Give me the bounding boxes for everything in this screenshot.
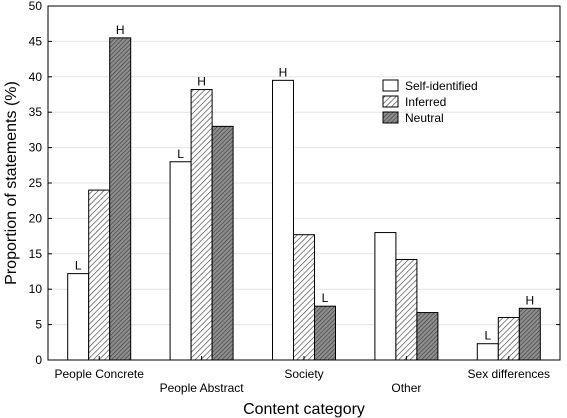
- bar-self-identified-other: [374, 232, 397, 361]
- bar-self-identified-sex-differences: [476, 343, 499, 361]
- legend-swatch: [382, 111, 399, 124]
- y-tick-label: 40: [29, 70, 43, 84]
- x-tick-label: Other: [391, 381, 421, 395]
- bar-annotation: H: [279, 65, 288, 79]
- x-axis-title: Content category: [243, 401, 365, 418]
- bar-annotation: L: [484, 329, 491, 343]
- bar-self-identified-society: [272, 79, 294, 361]
- bar-annotations: L H L H H L L H: [75, 23, 534, 343]
- bar-annotation: L: [75, 259, 82, 273]
- bar-inferred-other: [395, 258, 418, 361]
- legend-swatch: [382, 95, 399, 108]
- bar-self-identified-people-concrete: [67, 273, 90, 361]
- bar-inferred-society: [293, 234, 315, 361]
- y-tick-label: 0: [35, 353, 42, 367]
- y-tick-label: 5: [35, 318, 42, 332]
- bar-inferred-people-concrete: [88, 189, 111, 361]
- bar-annotation: H: [525, 293, 534, 307]
- legend-swatch: [382, 79, 399, 92]
- y-tick-label: 10: [29, 282, 43, 296]
- y-tick-label: 50: [29, 0, 43, 13]
- x-tick-label: People Abstract: [160, 381, 245, 395]
- y-tick-label: 45: [29, 34, 43, 48]
- bar-annotation: L: [177, 147, 184, 161]
- axes: 0 5 10 15 20 25 30 35 40 45 50 People Concrete Peopl…: [29, 0, 561, 395]
- x-tick-label: People Concrete: [55, 367, 145, 381]
- y-tick-label: 25: [29, 176, 43, 190]
- bar-annotation: L: [322, 291, 329, 305]
- y-axis-title: Proportion of statements (%): [3, 81, 20, 285]
- bar-neutral-people-concrete: [109, 37, 132, 361]
- bar-neutral-people-abstract: [211, 125, 234, 361]
- bar-neutral-other: [416, 312, 439, 361]
- y-tick-label: 30: [29, 141, 43, 155]
- bar-annotation: H: [197, 75, 206, 89]
- legend-label: Neutral: [405, 111, 444, 125]
- x-tick-label: Sex differences: [468, 367, 551, 381]
- bar-neutral-sex-differences: [518, 307, 541, 361]
- bar-annotation: H: [116, 23, 125, 37]
- bars: [67, 37, 541, 361]
- gridlines: [48, 40, 560, 326]
- y-tick-label: 20: [29, 211, 43, 225]
- legend: Self-identified Inferred Neutral: [382, 79, 478, 125]
- x-tick-label: Society: [284, 367, 323, 381]
- bar-inferred-sex-differences: [497, 317, 520, 361]
- bar-inferred-people-abstract: [190, 89, 213, 361]
- legend-label: Self-identified: [405, 79, 478, 93]
- y-tick-label: 35: [29, 105, 43, 119]
- bar-neutral-society: [314, 305, 336, 361]
- legend-label: Inferred: [405, 95, 446, 109]
- y-tick-label: 15: [29, 247, 43, 261]
- bar-self-identified-people-abstract: [169, 161, 192, 361]
